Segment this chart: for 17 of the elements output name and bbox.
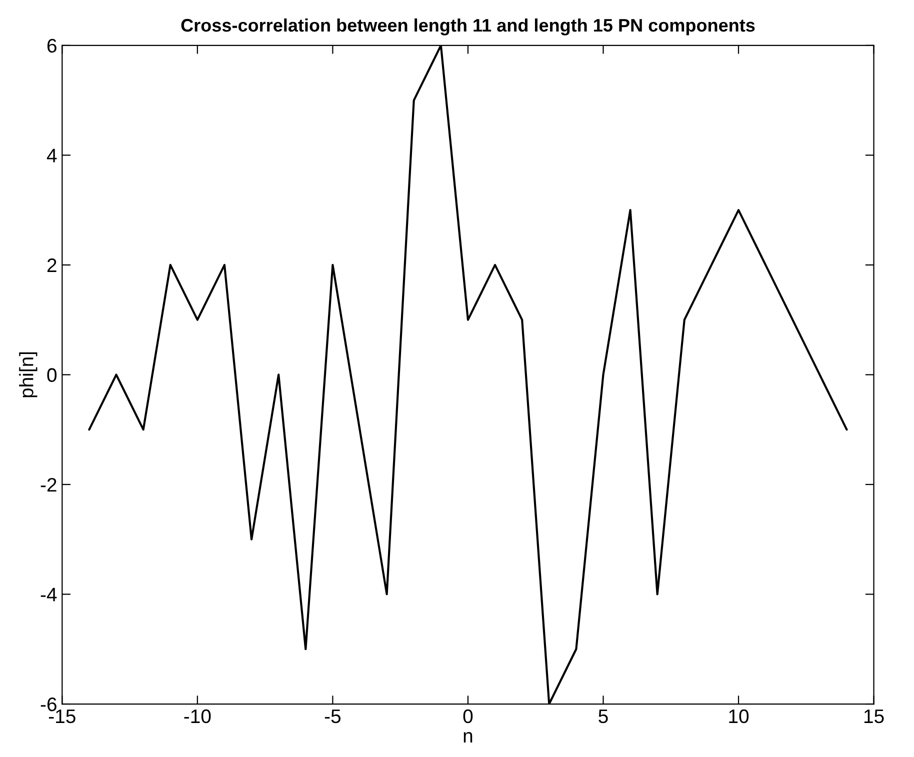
y-tick-label: -6 <box>40 697 56 712</box>
chart-title: Cross-correlation between length 11 and length 15 PN components <box>181 18 755 36</box>
x-tick-label: -15 <box>48 710 76 724</box>
y-tick-label: -2 <box>40 478 56 492</box>
y-tick-label: -4 <box>40 588 57 602</box>
x-tick-label: 5 <box>598 710 608 724</box>
y-tick-label: 2 <box>47 258 56 272</box>
x-tick-label: 0 <box>463 709 473 724</box>
y-tick-label: 4 <box>46 148 57 162</box>
x-tick-label: 10 <box>729 709 749 724</box>
x-tick-label: 15 <box>864 710 884 724</box>
y-tick-label: 6 <box>47 38 56 53</box>
x-tick-label: -10 <box>184 709 211 724</box>
y-axis-title: phi[n] <box>19 352 38 398</box>
x-tick-label: -5 <box>324 710 341 724</box>
x-axis-title: n <box>464 732 472 742</box>
y-tick-label: 0 <box>47 368 57 382</box>
